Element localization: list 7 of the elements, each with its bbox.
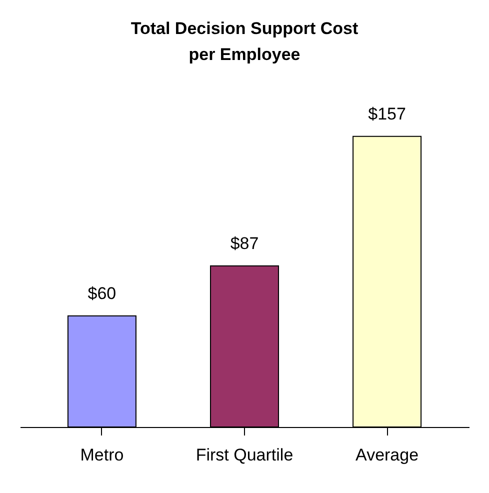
data-label: $60 (88, 284, 116, 303)
x-tick-label: First Quartile (196, 446, 294, 464)
data-label: $157 (368, 104, 406, 124)
data-label: $87 (230, 234, 259, 253)
chart-title: Total Decision Support Cost per Employee (130, 19, 358, 64)
x-tick-label: Metro (80, 446, 124, 464)
x-tick-label: Average (356, 446, 419, 464)
